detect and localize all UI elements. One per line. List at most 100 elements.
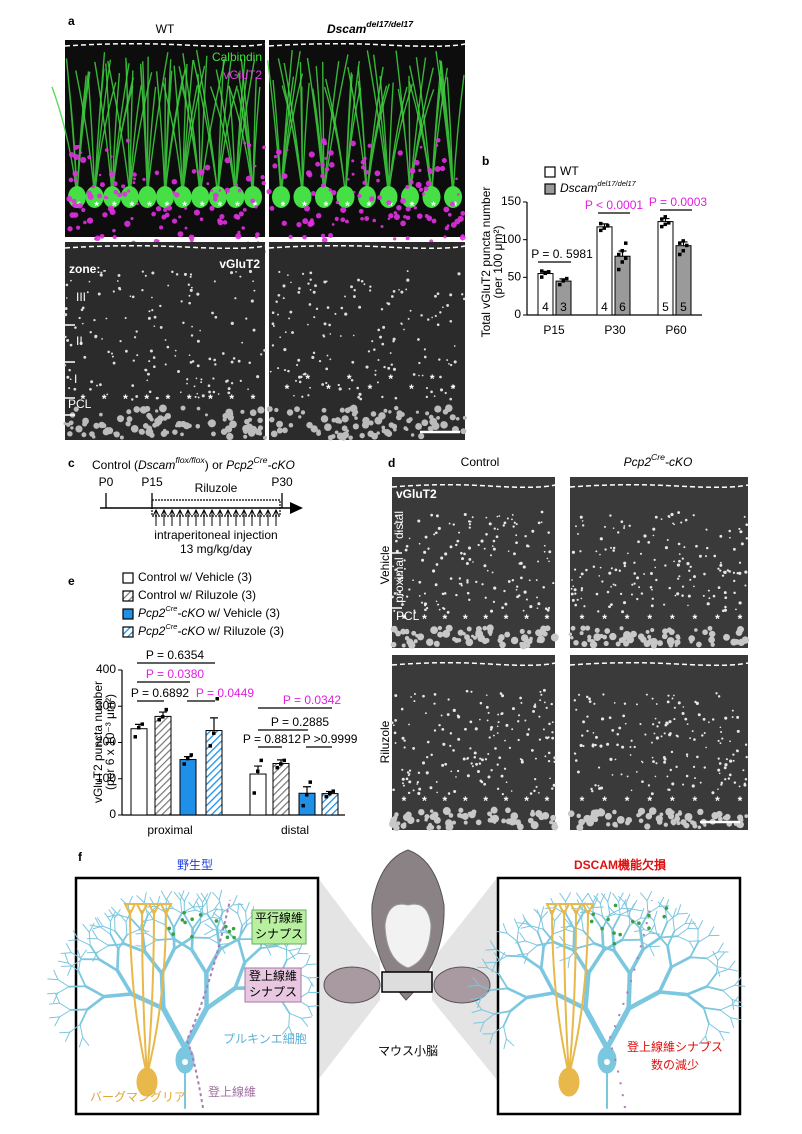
dendrite: [297, 943, 303, 955]
vglut2-punctum: [568, 632, 573, 636]
vglut2-punctum: [449, 744, 452, 747]
data-point: [540, 269, 544, 273]
glia-fiber: [146, 903, 173, 1076]
soma-marker: *: [94, 199, 99, 213]
vglut2-punctum: [708, 597, 711, 600]
data-point: [681, 248, 685, 253]
vglut2-punctum: [297, 358, 301, 362]
vglut2-punctum: [667, 813, 675, 820]
vglut2-punctum: [504, 739, 506, 742]
vglut2-punctum: [576, 823, 584, 831]
vglut2-punctum: [623, 526, 626, 529]
vglut2-punctum: [537, 602, 541, 606]
vglut2-punctum: [80, 308, 84, 312]
vglut2-punctum: [501, 793, 504, 796]
vglut2-punctum: [678, 810, 682, 814]
vglut2-punctum: [321, 237, 328, 244]
vglut2-punctum: [104, 269, 107, 272]
dendrite: [307, 1005, 319, 1007]
data-point: [331, 789, 335, 793]
vglut2-punctum: [124, 220, 131, 227]
vglut2-punctum: [457, 769, 460, 773]
dendrite: [366, 50, 414, 196]
dendrite: [204, 985, 238, 1011]
legend-label: Control w/ Riluzole (3): [138, 588, 256, 602]
dendrite: [239, 902, 247, 913]
vglut2-punctum: [260, 175, 265, 180]
vglut2-punctum: [323, 141, 328, 146]
dendrite: [653, 910, 658, 922]
vglut2-punctum: [329, 333, 332, 335]
data-point: [620, 248, 624, 253]
column-title: Pcp2Cre-cKO: [624, 452, 693, 469]
vglut2-punctum: [279, 336, 282, 339]
vglut2-punctum: [200, 381, 203, 384]
vglut2-punctum: [467, 520, 471, 523]
dendrite: [719, 1004, 733, 1011]
vglut2-punctum: [428, 426, 434, 432]
vglut2-punctum: [407, 791, 411, 795]
vglut2-punctum: [425, 180, 432, 187]
dendrite: [472, 976, 480, 986]
n-label: 4: [601, 300, 608, 314]
dendrite: [639, 892, 648, 902]
purkinje-soma: [173, 186, 192, 208]
vglut2-punctum: [481, 583, 484, 586]
vglut2-punctum: [112, 361, 116, 365]
vglut2-punctum: [732, 547, 736, 551]
dendrite: [540, 916, 544, 930]
vglut2-punctum: [312, 351, 316, 355]
vglut2-punctum: [532, 709, 535, 713]
dendrite: [209, 59, 256, 196]
vglut2-punctum: [111, 355, 114, 358]
vglut2-punctum: [656, 819, 663, 825]
vglut2-punctum: [198, 168, 205, 176]
vglut2-punctum: [306, 421, 313, 429]
vglut2-punctum: [481, 758, 484, 762]
vglut2-punctum: [334, 312, 337, 315]
vglut2-punctum: [513, 521, 516, 524]
vglut2-punctum: [601, 580, 604, 583]
dendrite: [689, 941, 699, 959]
dendrite: [152, 918, 166, 926]
dendrite: [408, 57, 449, 196]
vglut2-punctum: [369, 196, 375, 202]
vglut2-punctum: [297, 375, 302, 379]
zone-label: I: [74, 372, 77, 386]
vglut2-punctum: [135, 330, 138, 333]
soma-marker: *: [602, 612, 607, 626]
vglut2-punctum: [126, 189, 131, 193]
dendrite: [705, 985, 724, 992]
soma-marker: *: [285, 382, 290, 396]
vglut2-punctum: [98, 173, 102, 177]
vglut2-punctum: [393, 237, 397, 241]
legend-label: Control w/ Vehicle (3): [138, 570, 252, 584]
vglut2-punctum: [360, 279, 364, 283]
vglut2-punctum: [533, 789, 536, 793]
vglut2-punctum: [737, 814, 744, 821]
vglut2-punctum: [637, 812, 642, 817]
vglut2-punctum: [345, 219, 349, 224]
vglut2-punctum: [281, 172, 287, 178]
vglut2-punctum: [479, 718, 481, 721]
vglut2-punctum: [363, 283, 366, 286]
vglut2-punctum: [497, 713, 500, 716]
vglut2-punctum: [254, 428, 262, 436]
dendrite: [526, 923, 539, 933]
vglut2-punctum: [697, 713, 701, 717]
vglut2-punctum: [629, 746, 632, 749]
vglut2-punctum: [663, 732, 666, 735]
dendrite: [173, 891, 181, 901]
data-point: [282, 758, 286, 763]
vglut2-punctum: [409, 167, 416, 174]
parallel-fiber-synapse: [167, 926, 172, 931]
dendrite: [79, 1008, 89, 1026]
dendrite: [179, 890, 185, 901]
vglut2-punctum: [247, 429, 256, 437]
vglut2-punctum: [581, 524, 585, 527]
vglut2-punctum: [221, 352, 225, 355]
vglut2-punctum: [529, 636, 533, 641]
vglut2-punctum: [684, 812, 693, 821]
pia-boundary: [268, 244, 466, 250]
dendrite: [618, 892, 624, 903]
